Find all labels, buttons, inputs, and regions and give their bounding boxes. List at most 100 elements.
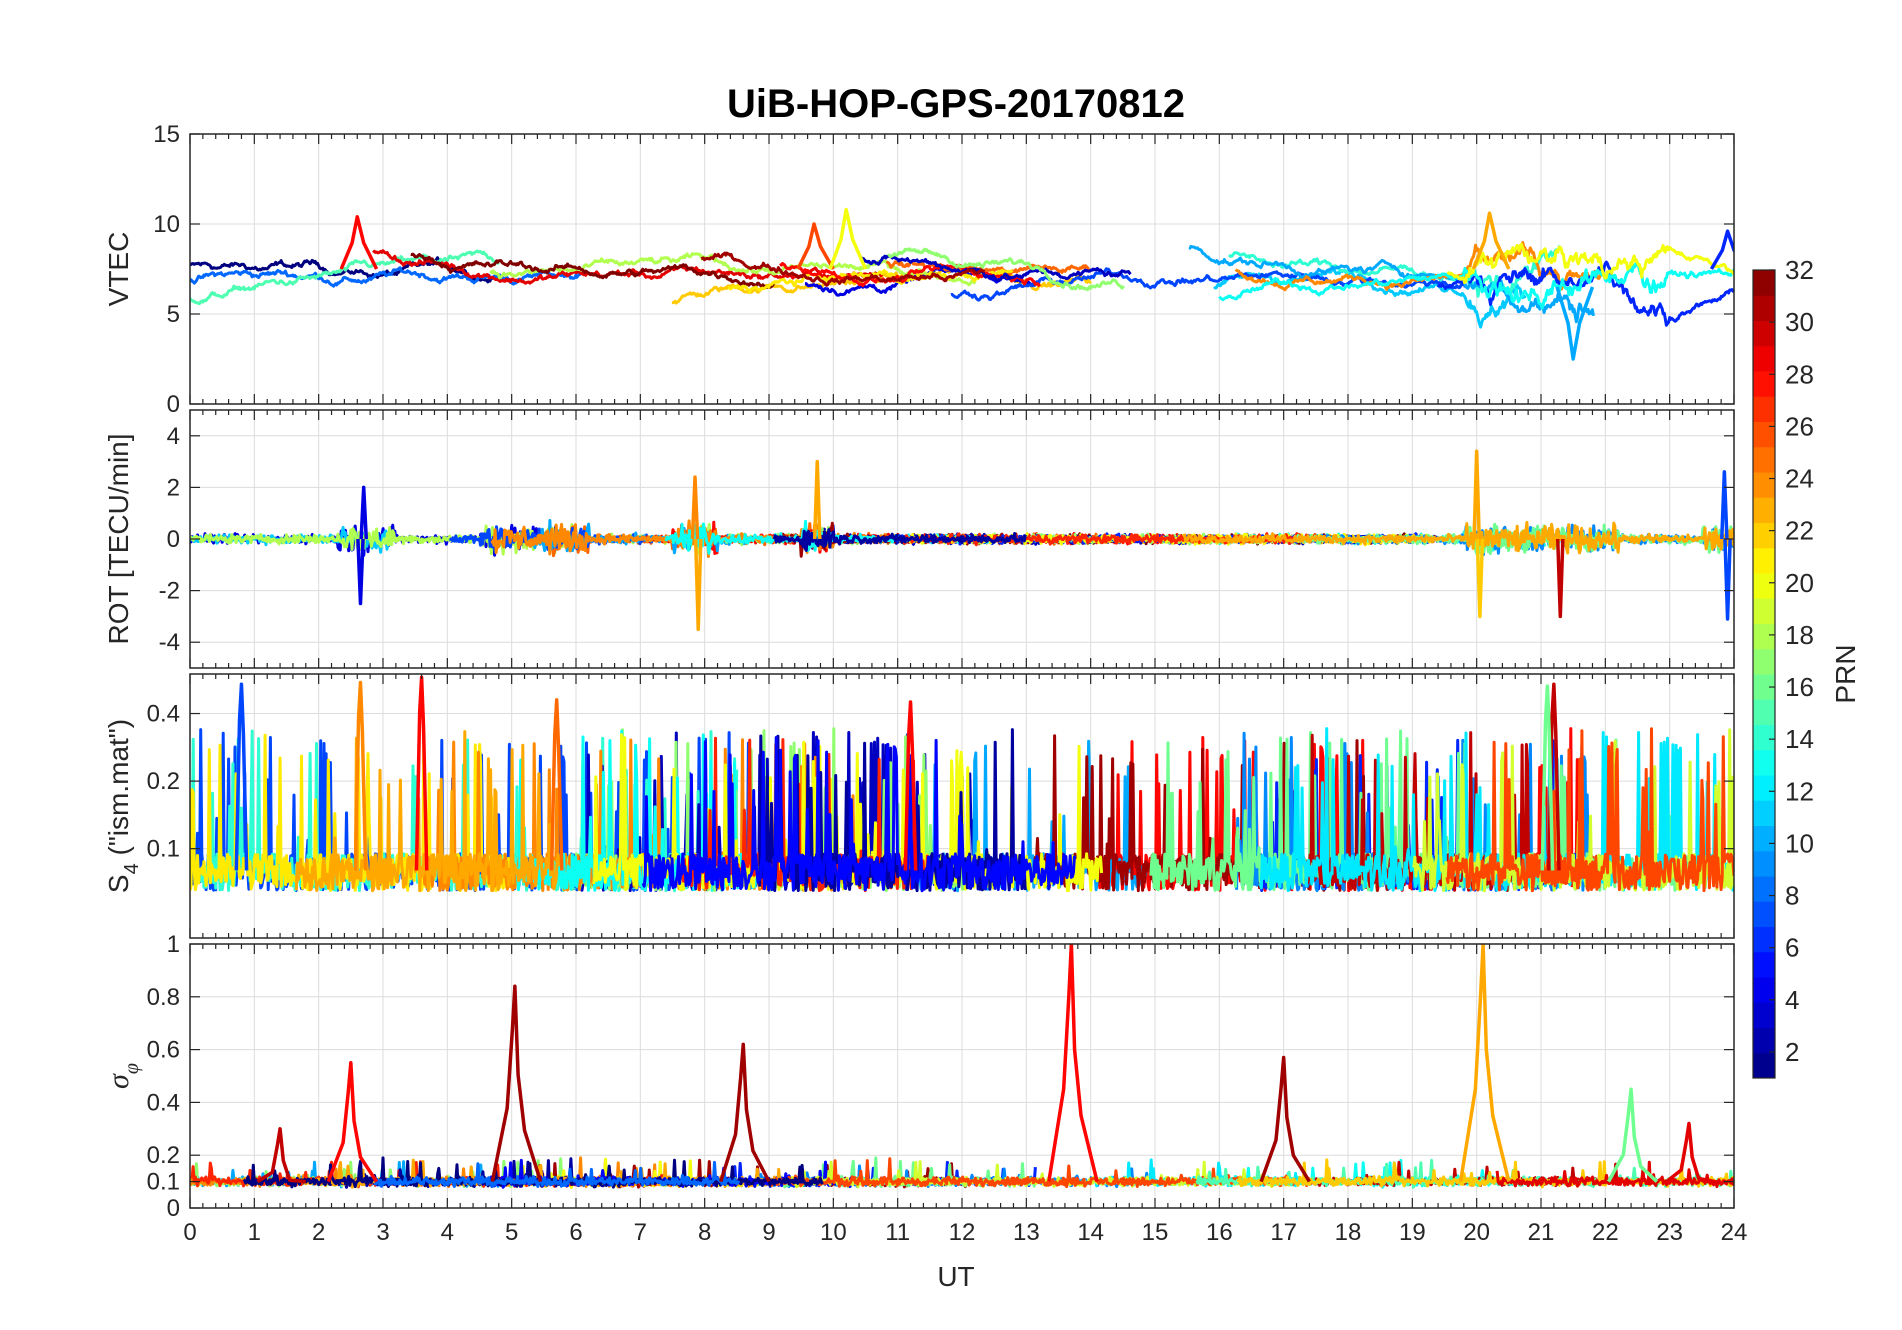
series-line (489, 252, 977, 287)
x-tick-label: 6 (569, 1219, 582, 1246)
data-spike (1471, 211, 1511, 270)
x-tick-label: 16 (1206, 1219, 1233, 1246)
colorbar-band (1753, 396, 1775, 422)
series-line (1446, 242, 1734, 285)
colorbar-label: PRN (1830, 644, 1861, 703)
series-line (1218, 262, 1734, 310)
series-line (887, 247, 1125, 292)
x-tick-label: 15 (1142, 1219, 1169, 1246)
data-spike (1709, 229, 1734, 270)
series-line (772, 528, 1027, 552)
series-group (190, 449, 1734, 632)
series-line (858, 254, 1132, 282)
colorbar-band (1753, 320, 1775, 347)
data-spike (1458, 944, 1511, 1183)
colorbar-band (1753, 623, 1775, 650)
x-tick-label: 24 (1721, 1219, 1748, 1246)
data-spike (356, 538, 365, 606)
x-axis-label: UT (937, 1261, 974, 1292)
data-spike (1475, 538, 1485, 619)
data-spike (1720, 470, 1729, 540)
data-spike (1555, 286, 1595, 361)
series-group (190, 944, 1734, 1189)
chart-title: UiB-HOP-GPS-20170812 (727, 82, 1185, 126)
series-line (190, 731, 514, 892)
y-tick-label: 15 (153, 121, 180, 148)
colorbar-tick-label: 4 (1785, 985, 1799, 1015)
y-tick-label: -2 (159, 578, 180, 605)
series-line (1445, 727, 1734, 893)
data-spike (326, 1061, 379, 1183)
colorbar-band (1753, 648, 1775, 675)
data-spike (353, 680, 368, 871)
y-tick-label: 0.4 (147, 1089, 180, 1116)
data-spike (903, 700, 918, 871)
data-spike (1540, 684, 1555, 871)
x-tick-label: 0 (183, 1219, 196, 1246)
data-spike (549, 698, 564, 871)
colorbar-band (1753, 421, 1775, 448)
colorbar-band (1753, 825, 1775, 852)
colorbar-band (1753, 522, 1775, 549)
y-tick-label: -4 (159, 629, 180, 656)
colorbar-band (1753, 749, 1775, 776)
series-line (410, 252, 775, 289)
series-line (885, 260, 1091, 276)
data-spike (339, 215, 379, 270)
colorbar-band (1753, 724, 1775, 751)
x-tick-label: 21 (1528, 1219, 1555, 1246)
tick-marks (189, 943, 1735, 1209)
colorbar-band (1753, 371, 1775, 397)
series-line (1183, 520, 1734, 555)
series-line (373, 1160, 741, 1189)
data-spike (828, 207, 868, 270)
series-line (700, 251, 986, 287)
x-tick-label: 22 (1592, 1219, 1619, 1246)
colorbar-band (1753, 598, 1775, 624)
panel-3: 0.1 0.2 0.4S4 ("ism.mat") (103, 673, 1735, 939)
colorbar-band (1753, 497, 1775, 523)
x-tick-label: 12 (949, 1219, 976, 1246)
data-spike (1259, 1055, 1311, 1183)
colorbar-band (1753, 699, 1775, 725)
y-tick-label: 0.4 (147, 701, 180, 728)
y-tick-label: 10 (153, 211, 180, 238)
x-tick-label: 10 (820, 1219, 847, 1246)
series-line (294, 730, 561, 893)
x-tick-label: 2 (312, 1219, 325, 1246)
data-spike (1723, 538, 1732, 621)
series-line (190, 249, 500, 306)
data-spike (719, 1042, 771, 1183)
y-tick-label: 0.1 (147, 1169, 180, 1196)
y-tick-label: 0 (167, 1195, 180, 1222)
colorbar-band (1753, 977, 1775, 1003)
data-spike (796, 222, 835, 270)
series-line (1188, 244, 1595, 324)
colorbar-tick-label: 26 (1785, 411, 1814, 441)
y-axis-label: VTEC (103, 232, 134, 307)
x-tick-label: 20 (1463, 1219, 1490, 1246)
y-tick-label: 0 (167, 391, 180, 418)
y-tick-label: 0.2 (147, 1142, 180, 1169)
x-tick-label: 9 (762, 1219, 775, 1246)
colorbar-tick-label: 12 (1785, 776, 1814, 806)
colorbar-band (1753, 800, 1775, 826)
x-tick-label: 18 (1335, 1219, 1362, 1246)
x-tick-label: 3 (376, 1219, 389, 1246)
colorbar-tick-label: 24 (1785, 464, 1814, 494)
y-tick-label: 0.2 (147, 768, 180, 795)
x-tick-label: 11 (885, 1219, 910, 1246)
series-line (779, 261, 1041, 288)
y-tick-label: 0.8 (147, 984, 180, 1011)
colorbar-tick-label: 28 (1785, 359, 1814, 389)
colorbar-tick-label: 6 (1785, 933, 1799, 963)
colorbar-band (1753, 775, 1775, 801)
colorbar-frame (1752, 269, 1776, 1079)
x-tick-label: 5 (505, 1219, 518, 1246)
data-spike (1607, 1087, 1659, 1183)
data-spike (1047, 944, 1099, 1183)
series-group (190, 675, 1734, 893)
colorbar-band (1753, 345, 1775, 372)
